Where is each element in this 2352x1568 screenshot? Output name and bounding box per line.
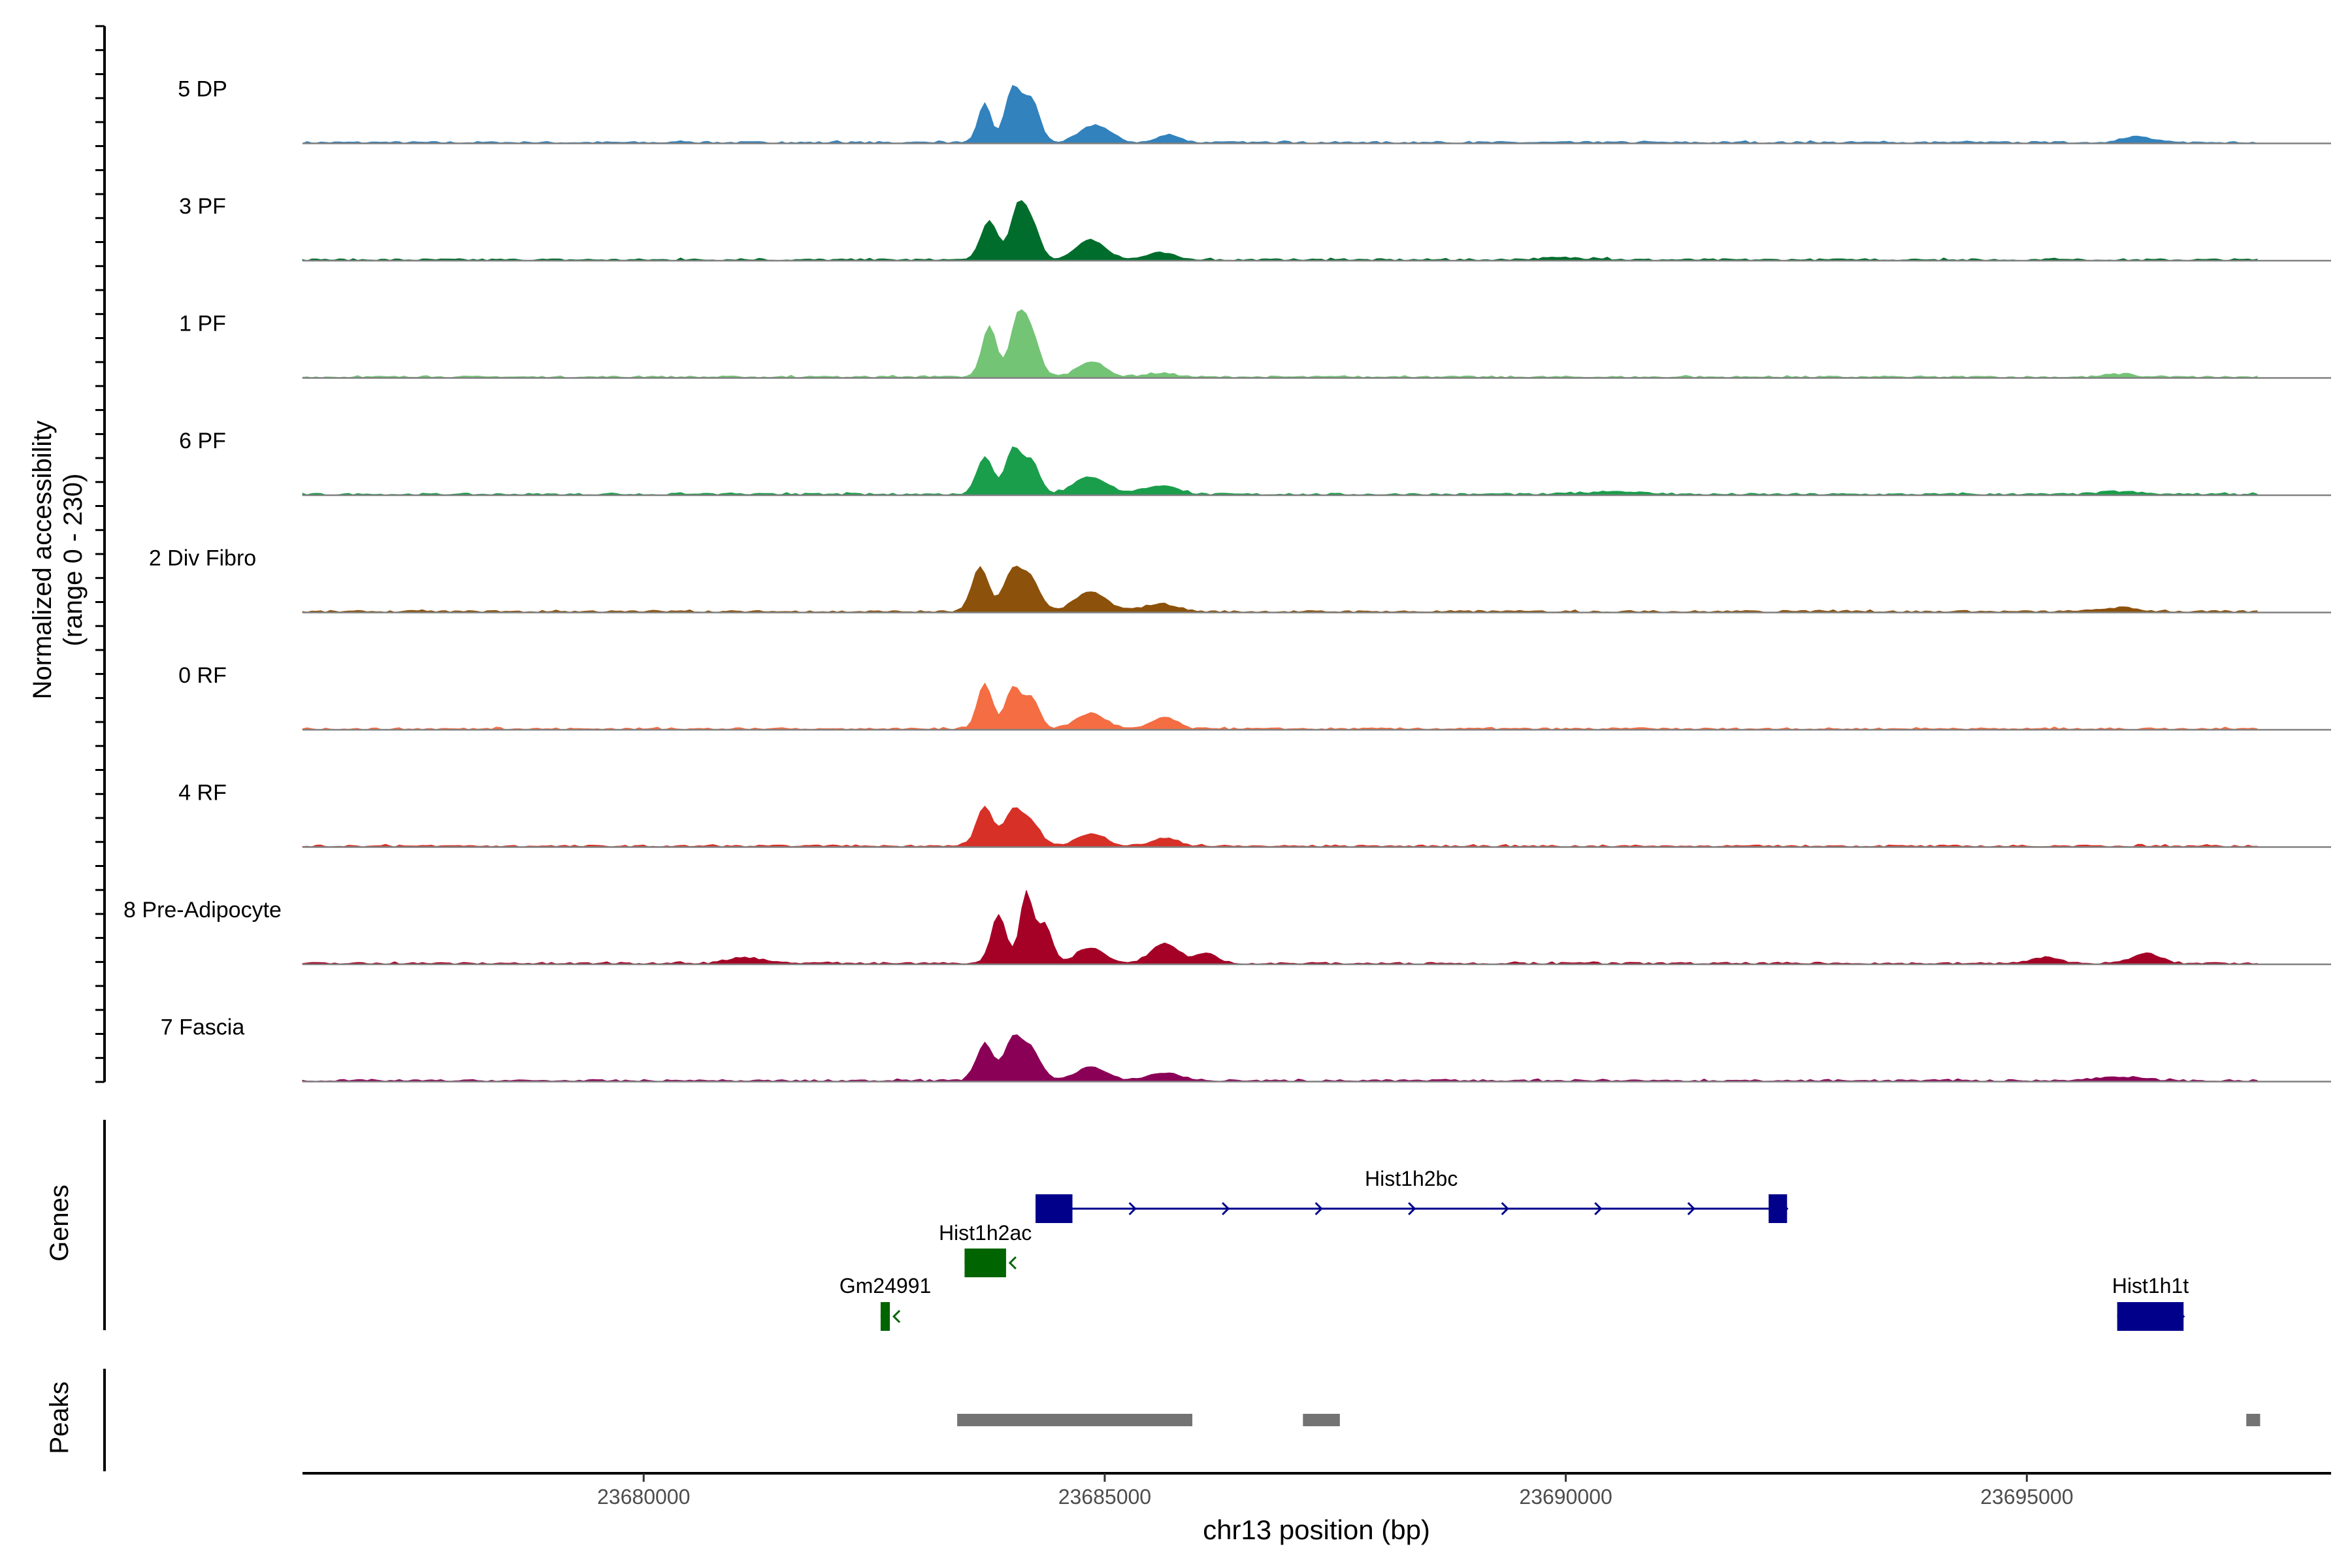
strand-arrow-icon — [892, 1309, 901, 1324]
gene-model: Gm24991 — [840, 1274, 932, 1331]
x-tick-label: 23680000 — [597, 1485, 690, 1509]
genes-axis-label: Genes — [45, 1184, 74, 1262]
coverage-panel: 5 DP 3 PF 1 PF 6 PF 2 Div Fibro 0 RF 4 RF 8 Pre… — [95, 25, 2331, 1083]
coverage-area — [302, 309, 2258, 378]
gene-label: Hist1h2ac — [939, 1221, 1032, 1245]
coverage-area — [302, 806, 2258, 847]
track-label: 0 RF — [178, 663, 227, 688]
track-label: 4 RF — [178, 781, 227, 806]
coverage-ylabel-line2: (range 0 - 230) — [59, 474, 88, 647]
gene-model: Hist1h2bc — [1035, 1167, 1789, 1223]
strand-arrow-icon — [1035, 1201, 1044, 1216]
coverage-area — [302, 565, 2258, 613]
x-tick-label: 23695000 — [1980, 1485, 2073, 1509]
strand-arrow-icon — [1128, 1201, 1137, 1216]
strand-arrow-icon — [1501, 1201, 1509, 1216]
track-label: 3 PF — [179, 194, 226, 219]
peak-region — [1303, 1414, 1340, 1426]
coverage-track: 8 Pre-Adipocyte — [123, 890, 2331, 966]
peaks-panel — [103, 1369, 2261, 1471]
strand-arrow-icon — [2177, 1309, 2185, 1324]
coverage-area — [302, 890, 2258, 965]
strand-arrow-icon — [1687, 1201, 1695, 1216]
coverage-track: 0 RF — [178, 663, 2331, 731]
track-label: 1 PF — [179, 312, 226, 336]
strand-arrow-icon — [1780, 1201, 1789, 1216]
coverage-track: 7 Fascia — [161, 1015, 2331, 1083]
strand-arrow-icon — [2117, 1309, 2125, 1324]
peak-region — [957, 1414, 1192, 1426]
coverage-track: 6 PF — [179, 429, 2331, 497]
coverage-track: 3 PF — [179, 194, 2331, 262]
coverage-track: 2 Div Fibro — [149, 546, 2331, 613]
strand-arrow-icon — [1408, 1201, 1416, 1216]
track-label: 6 PF — [179, 429, 226, 453]
coverage-area — [302, 200, 2258, 261]
gene-exon — [1769, 1194, 1788, 1223]
x-axis: 23680000 23685000 23690000 23695000 — [302, 1472, 2331, 1509]
genes-panel: Hist1h2bc Hist1h2ac Gm24991 Hist1h1t — [103, 1120, 2189, 1331]
gene-exon — [2117, 1302, 2184, 1331]
coverage-area — [302, 683, 2258, 730]
track-label: 5 DP — [178, 77, 227, 102]
track-label: 8 Pre-Adipocyte — [123, 898, 282, 923]
x-axis-title: chr13 position (bp) — [1203, 1514, 1430, 1545]
strand-arrow-icon — [1315, 1201, 1323, 1216]
x-tick-label: 23685000 — [1058, 1485, 1151, 1509]
gene-label: Hist1h2bc — [1365, 1167, 1458, 1190]
gene-exon — [880, 1302, 890, 1331]
strand-arrow-icon — [1594, 1201, 1603, 1216]
x-tick-label: 23690000 — [1519, 1485, 1612, 1509]
strand-arrow-icon — [1222, 1201, 1230, 1216]
gene-label: Hist1h1t — [2112, 1274, 2189, 1298]
coverage-ylabel-line1: Normalized accessibility — [28, 421, 57, 700]
coverage-area — [302, 85, 2258, 144]
gene-exon — [964, 1249, 1006, 1277]
gene-model: Hist1h1t — [2112, 1274, 2189, 1331]
track-label: 7 Fascia — [161, 1015, 245, 1040]
strand-arrow-icon — [1008, 1256, 1017, 1270]
coverage-area — [302, 1034, 2258, 1082]
coverage-track: 5 DP — [178, 77, 2331, 144]
track-label: 2 Div Fibro — [149, 546, 256, 571]
gene-model: Hist1h2ac — [939, 1221, 1032, 1277]
coverage-area — [302, 446, 2258, 496]
peak-region — [2246, 1414, 2261, 1426]
peaks-axis-label: Peaks — [45, 1381, 74, 1454]
coverage-track: 1 PF — [179, 309, 2331, 379]
coverage-track: 4 RF — [178, 781, 2331, 848]
gene-label: Gm24991 — [840, 1274, 932, 1298]
